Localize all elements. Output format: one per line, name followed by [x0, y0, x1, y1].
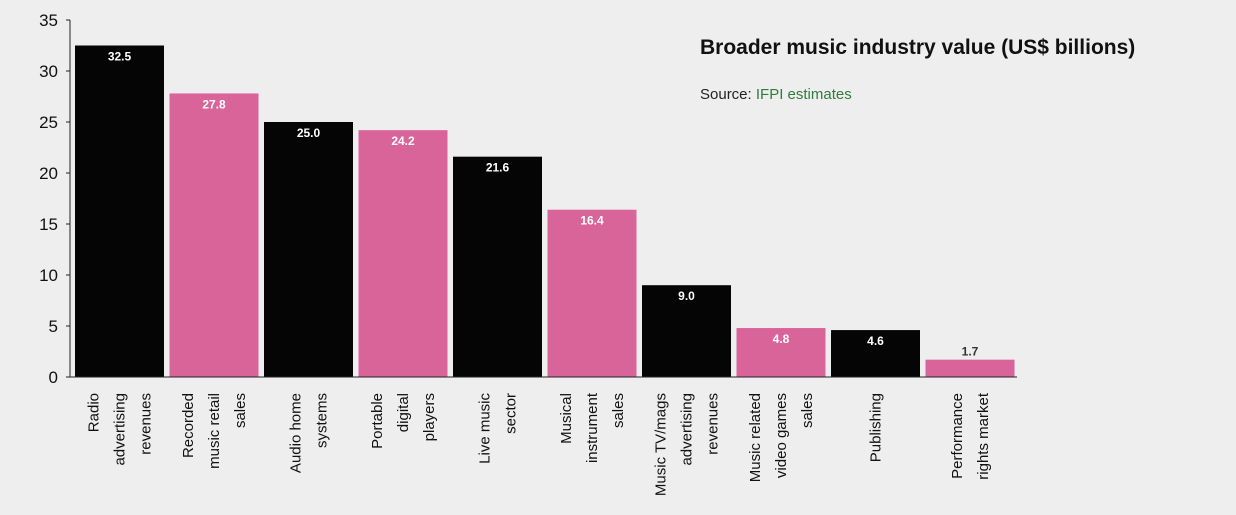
x-tick-label: Musical instrument sales	[558, 392, 627, 463]
y-axis: 0 5 10 15 20 25 30 35	[39, 11, 71, 387]
value-label: 9.0	[678, 289, 695, 303]
bar	[925, 359, 1015, 377]
bars: 32.5 27.8 25.0 24.2 21.6 16.4 9.0 4.8 4.6 1.7	[75, 45, 1015, 377]
y-tick-label: 30	[39, 62, 58, 81]
source-name: IFPI estimates	[755, 86, 852, 103]
value-label: 1.7	[962, 345, 979, 359]
value-label: 25.0	[297, 126, 321, 140]
bar	[642, 285, 731, 377]
value-label: 21.6	[486, 161, 510, 175]
bar	[736, 328, 826, 377]
value-label: 16.4	[580, 214, 604, 228]
bar	[264, 122, 353, 377]
bar	[75, 45, 164, 377]
x-tick-label: Recorded music retail sales	[180, 393, 249, 469]
y-tick-label: 15	[39, 215, 58, 234]
x-tick-label: Music related video games sales	[747, 393, 816, 482]
y-tick-label: 10	[39, 266, 58, 285]
bar	[831, 330, 920, 377]
source-label: Source:	[700, 86, 752, 103]
y-tick-label: 20	[39, 164, 58, 183]
x-tick-label: Music TV/mags advertising revenues	[653, 393, 722, 496]
svg-text:Publishing: Publishing	[868, 393, 885, 462]
value-label: 32.5	[108, 50, 132, 64]
y-tick-label: 25	[39, 113, 58, 132]
y-tick-label: 5	[49, 317, 58, 336]
x-tick-label: Audio home systems	[288, 393, 331, 473]
y-tick-label: 35	[39, 11, 58, 30]
x-tick-label: Portable digital players	[369, 393, 438, 449]
x-tick-label: Publishing	[868, 393, 885, 462]
bar	[453, 156, 542, 377]
x-tick-label: Live music sector	[477, 393, 520, 464]
value-label: 27.8	[202, 97, 226, 111]
y-tick-label: 0	[49, 368, 58, 387]
x-tick-label: Radio advertising revenues	[86, 393, 155, 466]
value-label: 4.8	[773, 332, 790, 346]
bar	[547, 209, 637, 377]
bar	[358, 130, 448, 377]
x-axis: Radio advertising revenues Recorded music re…	[70, 376, 1017, 496]
chart-title: Broader music industry value (US$ billio…	[700, 36, 1136, 59]
x-tick-label: Performance rights market	[949, 392, 992, 480]
value-label: 4.6	[867, 334, 884, 348]
chart-source: Source: IFPI estimates	[700, 86, 852, 103]
value-label: 24.2	[391, 134, 415, 148]
bar	[169, 93, 259, 377]
